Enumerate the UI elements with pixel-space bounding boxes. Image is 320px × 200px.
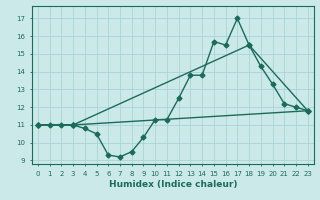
X-axis label: Humidex (Indice chaleur): Humidex (Indice chaleur) [108, 180, 237, 189]
